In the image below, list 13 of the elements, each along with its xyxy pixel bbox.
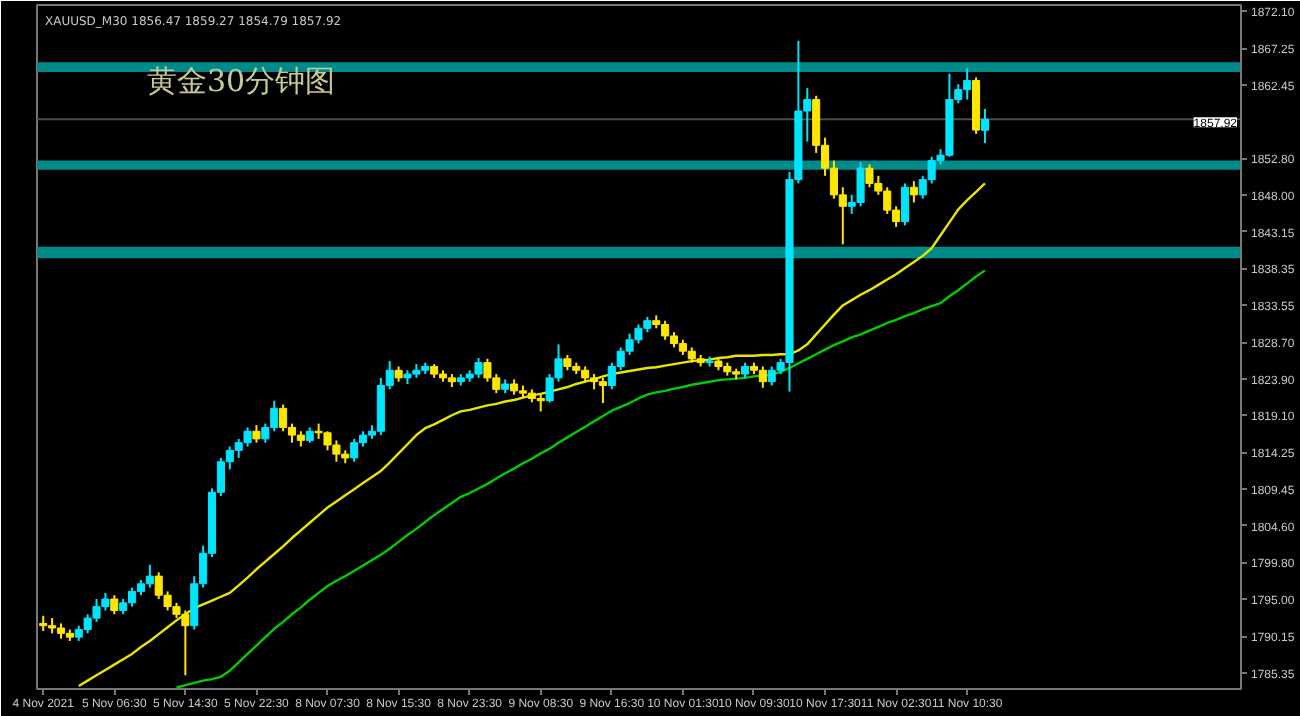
candlestick xyxy=(598,376,607,405)
candlestick xyxy=(536,392,545,413)
candlestick xyxy=(145,563,154,589)
candlestick xyxy=(110,594,119,616)
candlestick xyxy=(279,403,288,433)
text: 黄金30分钟图 xyxy=(147,63,336,99)
candlestick xyxy=(980,107,990,145)
candlestick xyxy=(909,180,918,204)
line-series xyxy=(175,269,987,689)
candlestick xyxy=(900,182,910,227)
line-series xyxy=(77,182,987,688)
candlestick xyxy=(350,437,359,463)
candlestick xyxy=(758,365,767,389)
